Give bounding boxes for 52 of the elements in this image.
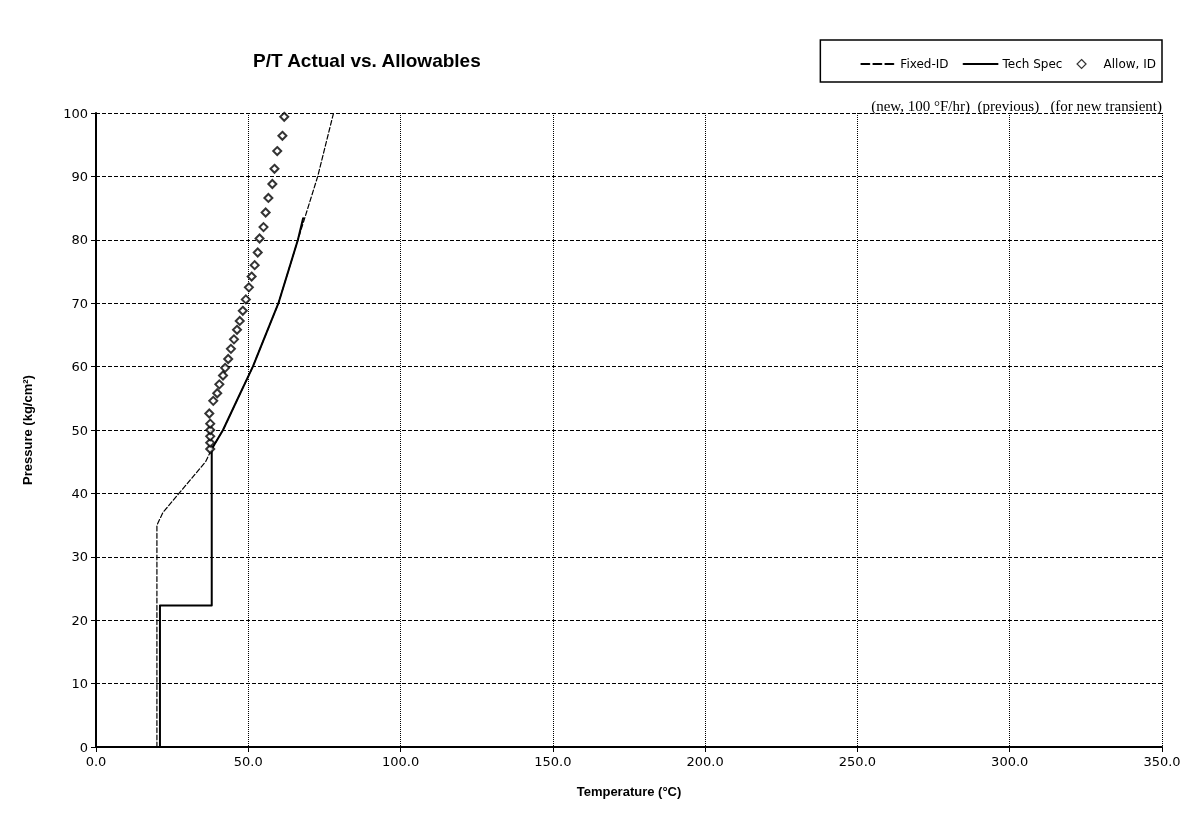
point xyxy=(240,294,251,305)
point xyxy=(279,111,290,122)
y-tick-label: 0 xyxy=(79,739,88,755)
point xyxy=(258,222,269,233)
x-tick-label: 50.0 xyxy=(233,754,263,769)
y-tick-label: 80 xyxy=(71,232,88,248)
x-tick-label: 0.0 xyxy=(85,754,107,769)
y-axis-title: Pressure (kg/cm²) xyxy=(20,375,35,485)
point xyxy=(267,179,278,190)
point xyxy=(260,207,271,218)
point xyxy=(277,130,288,141)
x-tick-label: 200.0 xyxy=(686,754,724,769)
x-tick-label: 150.0 xyxy=(534,754,572,769)
y-tick-label: 20 xyxy=(71,612,88,628)
y-tick-label: 100 xyxy=(63,105,88,121)
point xyxy=(223,353,234,364)
point xyxy=(205,418,216,429)
y-tick-label: 60 xyxy=(71,359,88,375)
legend-label: Allow, ID xyxy=(1103,57,1157,71)
point xyxy=(252,247,263,258)
y-tick-label: 10 xyxy=(71,676,88,692)
point xyxy=(269,163,280,174)
point xyxy=(228,334,239,345)
x-axis-title: Temperature (°C) xyxy=(576,784,682,799)
point xyxy=(225,343,236,354)
point xyxy=(254,233,265,244)
legend-label: Tech Spec xyxy=(1001,57,1063,71)
y-tick-label: 70 xyxy=(71,295,88,311)
point xyxy=(232,324,243,335)
point xyxy=(237,305,248,316)
point xyxy=(243,282,254,293)
y-tick-label: 50 xyxy=(71,422,88,438)
point xyxy=(272,146,283,157)
x-tick-label: 300.0 xyxy=(991,754,1029,769)
x-tick-label: 250.0 xyxy=(838,754,877,769)
chart-title: P/T Actual vs. Allowables xyxy=(253,50,481,71)
x-tick-label: 350.0 xyxy=(1143,754,1181,769)
y-tick-label: 40 xyxy=(71,485,88,501)
point xyxy=(204,408,215,419)
point xyxy=(208,395,219,406)
point xyxy=(249,260,260,271)
annotation: (new, 100 °F/hr) (previous) (for new transient) xyxy=(871,97,1162,115)
x-tick-label: 100.0 xyxy=(381,754,420,769)
point xyxy=(220,362,231,373)
point xyxy=(263,192,274,203)
point xyxy=(234,315,245,326)
legend-label: Fixed-ID xyxy=(900,57,949,71)
y-tick-label: 30 xyxy=(71,549,88,565)
point xyxy=(246,271,257,282)
point xyxy=(212,388,223,399)
y-tick-label: 90 xyxy=(71,168,88,184)
point xyxy=(214,379,225,390)
